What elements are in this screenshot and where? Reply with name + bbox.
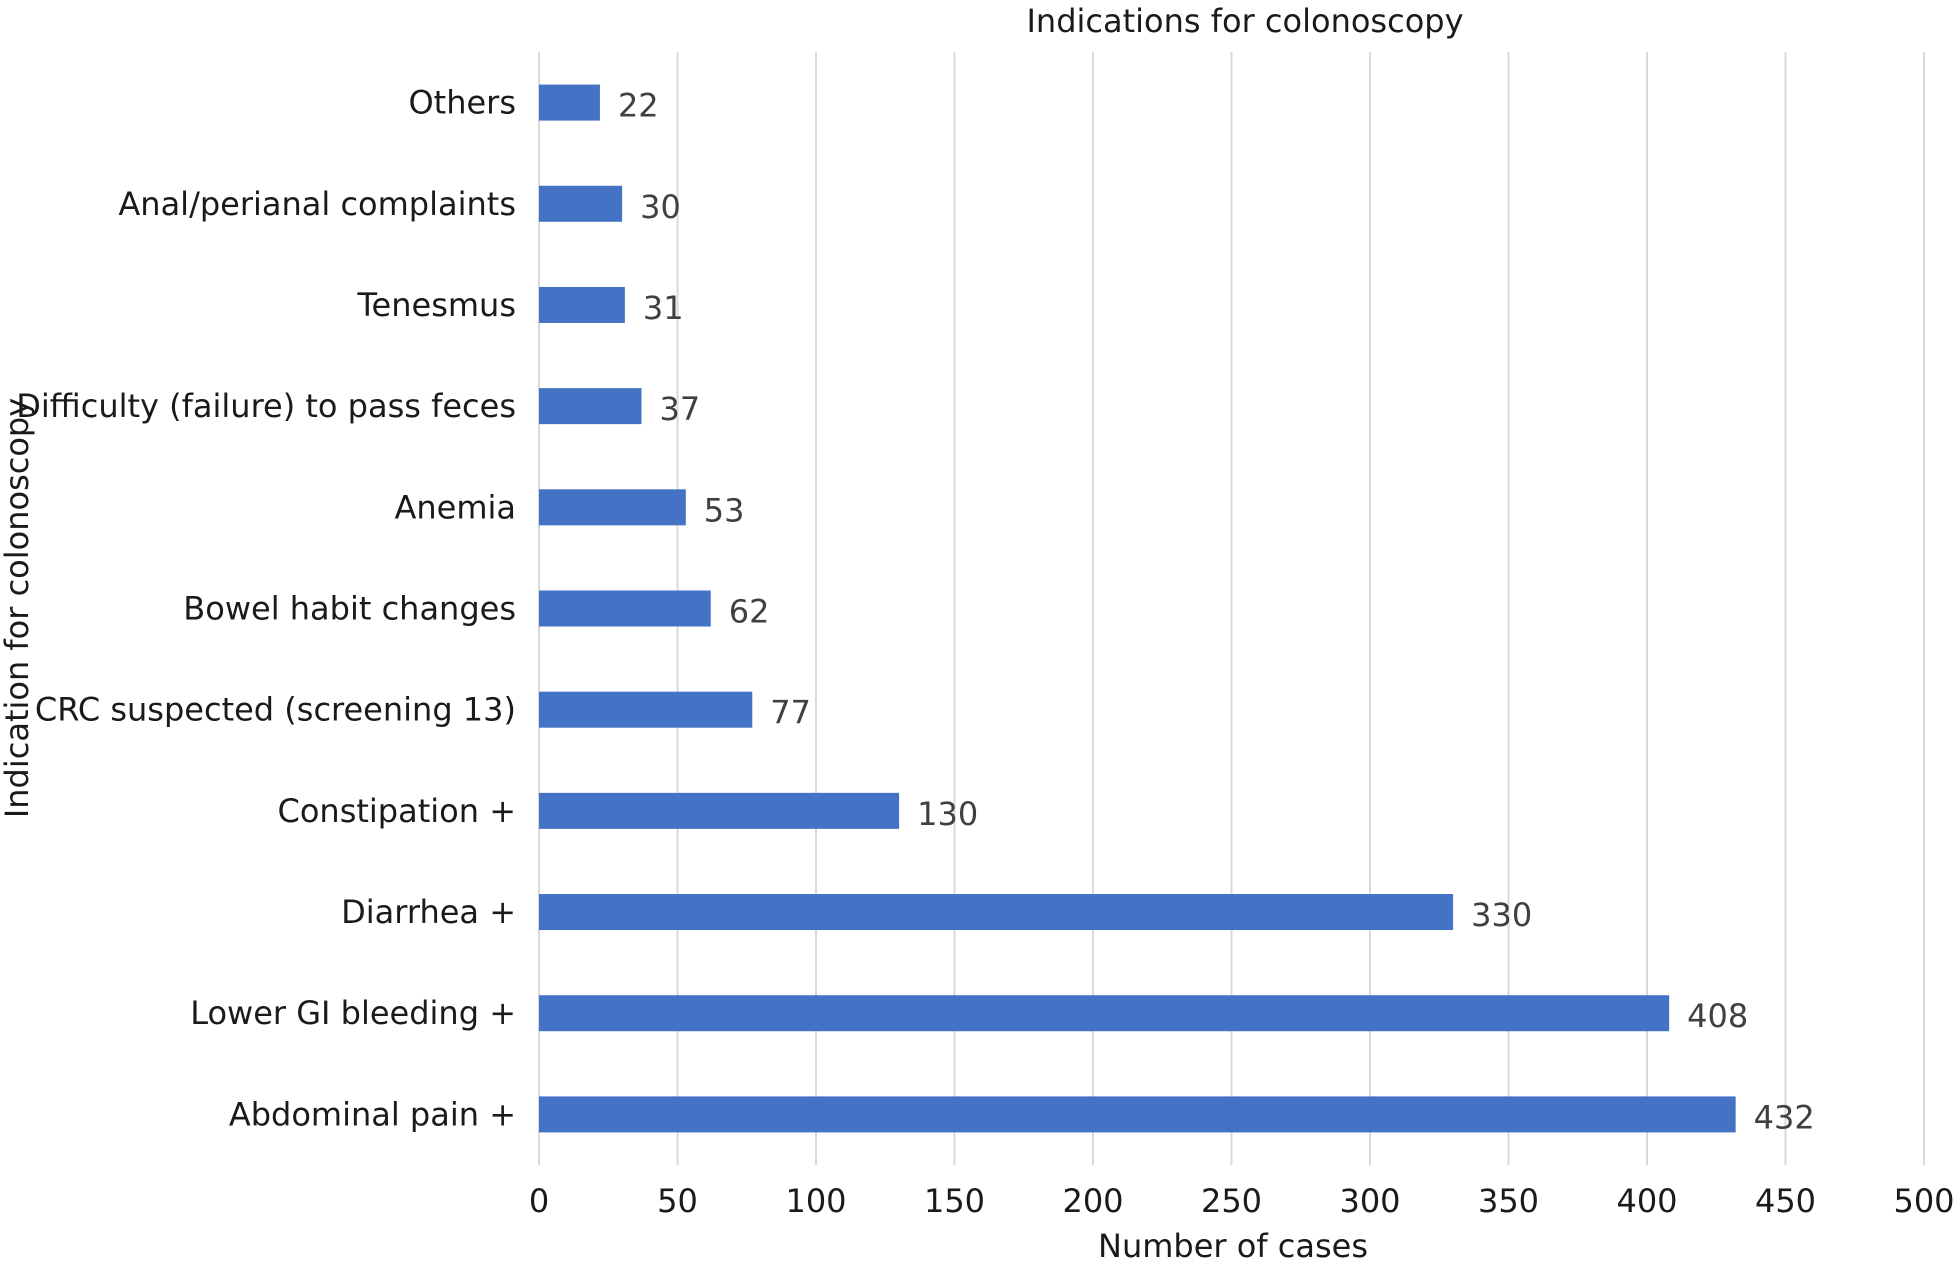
- x-tick-label: 450: [1755, 1182, 1816, 1220]
- data-labels: 22 30 31 37 53 62 77 130 330 408 432: [618, 87, 1815, 1137]
- x-tick-label: 300: [1339, 1182, 1400, 1220]
- category-label: Constipation +: [277, 792, 516, 830]
- bar: [539, 388, 642, 425]
- gridlines: [538, 52, 1925, 1165]
- x-tick-label: 400: [1616, 1182, 1677, 1220]
- bar: [539, 590, 711, 627]
- x-tick-label: 50: [657, 1182, 698, 1220]
- data-label: 130: [917, 795, 978, 833]
- x-tick-label: 100: [785, 1182, 846, 1220]
- category-label: Anal/perianal complaints: [118, 185, 516, 223]
- category-label: Others: [408, 84, 516, 122]
- bar: [539, 691, 753, 728]
- bar: [539, 995, 1670, 1032]
- data-label: 22: [618, 87, 659, 125]
- x-tick-label: 500: [1893, 1182, 1954, 1220]
- x-axis-title: Number of cases: [1098, 1227, 1368, 1265]
- category-label: Bowel habit changes: [183, 590, 516, 628]
- x-tick-label: 0: [529, 1182, 549, 1220]
- category-label: Lower GI bleeding +: [190, 994, 516, 1032]
- data-label: 37: [659, 390, 700, 428]
- category-label: CRC suspected (screening 13): [35, 691, 516, 729]
- y-axis-title: Indication for colonoscopy: [0, 398, 36, 818]
- bar: [539, 286, 625, 323]
- chart-title: Indications for colonoscopy: [1026, 2, 1463, 40]
- bar: [539, 185, 623, 222]
- data-label: 408: [1687, 997, 1748, 1035]
- bars: [539, 84, 1736, 1133]
- data-label: 31: [643, 289, 684, 327]
- bar: [539, 84, 600, 121]
- bar: [539, 792, 900, 829]
- x-tick-label: 350: [1478, 1182, 1539, 1220]
- category-label: Diarrhea +: [341, 893, 516, 931]
- category-label: Tenesmus: [356, 286, 516, 324]
- category-label: Anemia: [394, 488, 516, 526]
- x-tick-label: 150: [924, 1182, 985, 1220]
- x-axis-ticks: 0 50 100 150 200 250 300 350 400 450 500: [529, 1182, 1955, 1220]
- data-label: 53: [704, 491, 745, 529]
- bar: [539, 489, 686, 526]
- x-tick-label: 250: [1201, 1182, 1262, 1220]
- data-label: 30: [640, 188, 681, 226]
- data-label: 330: [1471, 896, 1532, 934]
- category-labels: Others Anal/perianal complaints Tenesmus Di…: [16, 84, 516, 1134]
- data-label: 62: [729, 593, 770, 631]
- category-label: Difficulty (failure) to pass feces: [16, 387, 516, 425]
- bar: [539, 894, 1454, 931]
- data-label: 432: [1754, 1098, 1815, 1136]
- x-tick-label: 200: [1062, 1182, 1123, 1220]
- data-label: 77: [770, 694, 811, 732]
- category-label: Abdominal pain +: [229, 1095, 516, 1133]
- bar: [539, 1096, 1736, 1133]
